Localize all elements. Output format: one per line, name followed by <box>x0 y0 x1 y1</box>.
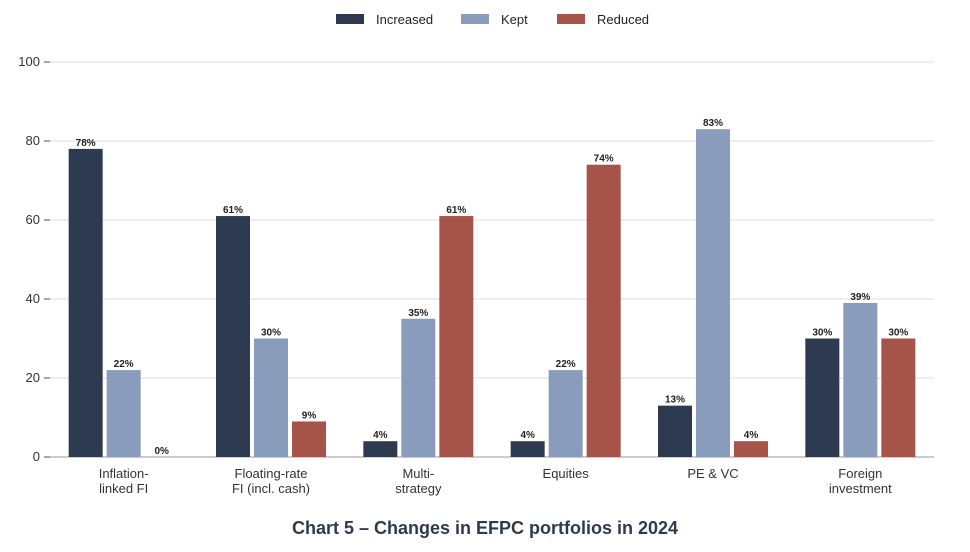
legend-label-reduced: Reduced <box>597 11 650 27</box>
chart-title: Chart 5 – Changes in EFPC portfolios in … <box>291 518 679 538</box>
y-tick-label: 20 <box>26 370 40 385</box>
bar <box>696 129 730 457</box>
legend: Increased Kept Reduced <box>0 10 970 30</box>
y-tick-label: 0 <box>33 449 40 464</box>
data-label: 4% <box>520 430 535 441</box>
data-label: 83% <box>703 118 723 129</box>
data-label: 13% <box>665 395 685 406</box>
legend-swatch-kept <box>461 14 489 24</box>
bar <box>254 338 288 457</box>
x-tick-label: linked FI <box>99 481 148 496</box>
x-tick-label: Floating-rate <box>235 466 308 481</box>
data-label: 30% <box>888 328 908 339</box>
bar <box>363 441 398 457</box>
legend-label-increased: Increased <box>376 11 434 27</box>
y-tick-label: 60 <box>26 212 40 227</box>
bar <box>658 405 692 457</box>
y-tick-label: 40 <box>26 291 40 306</box>
legend-label-kept: Kept <box>501 11 528 27</box>
legend-item-reduced: Reduced <box>557 10 649 28</box>
x-tick-label: investment <box>829 481 892 496</box>
data-label: 22% <box>114 359 134 370</box>
bar <box>881 338 916 457</box>
bar <box>292 421 326 457</box>
x-tick-label: FI (incl. cash) <box>232 481 310 496</box>
data-label: 78% <box>76 138 96 149</box>
bar <box>216 216 250 457</box>
data-label: 0% <box>154 446 169 457</box>
bar <box>68 148 103 457</box>
legend-item-increased: Increased <box>336 10 433 28</box>
x-tick-label: strategy <box>395 481 442 496</box>
bar <box>805 338 840 457</box>
data-label: 30% <box>812 328 832 339</box>
data-label: 9% <box>302 410 317 421</box>
x-tick-label: Foreign <box>838 466 882 481</box>
x-tick-label: PE & VC <box>687 466 738 481</box>
data-label: 39% <box>850 292 870 303</box>
legend-item-kept: Kept <box>461 10 528 28</box>
bar <box>843 302 878 457</box>
y-tick-label: 80 <box>26 133 40 148</box>
legend-swatch-reduced <box>557 14 585 24</box>
data-label: 61% <box>446 205 466 216</box>
legend-swatch-increased <box>336 14 364 24</box>
bar <box>401 318 436 457</box>
bar <box>106 370 141 457</box>
bar <box>548 370 583 457</box>
data-label: 35% <box>408 308 428 319</box>
data-label: 61% <box>223 205 243 216</box>
data-label: 74% <box>594 154 614 165</box>
data-label: 22% <box>556 359 576 370</box>
bar <box>586 164 621 457</box>
x-tick-label: Multi- <box>402 466 434 481</box>
plot-area: 0 20 40 60 80 100 78% 22% 0% Inflation-linked FI 6… <box>18 54 934 496</box>
bar <box>510 441 545 457</box>
data-label: 4% <box>744 430 759 441</box>
x-tick-label: Inflation- <box>99 466 149 481</box>
x-tick-label: Equities <box>543 466 590 481</box>
y-tick-label: 100 <box>18 54 40 69</box>
bar <box>734 441 768 457</box>
data-label: 30% <box>261 328 281 339</box>
bar <box>439 216 474 457</box>
data-label: 4% <box>373 430 388 441</box>
